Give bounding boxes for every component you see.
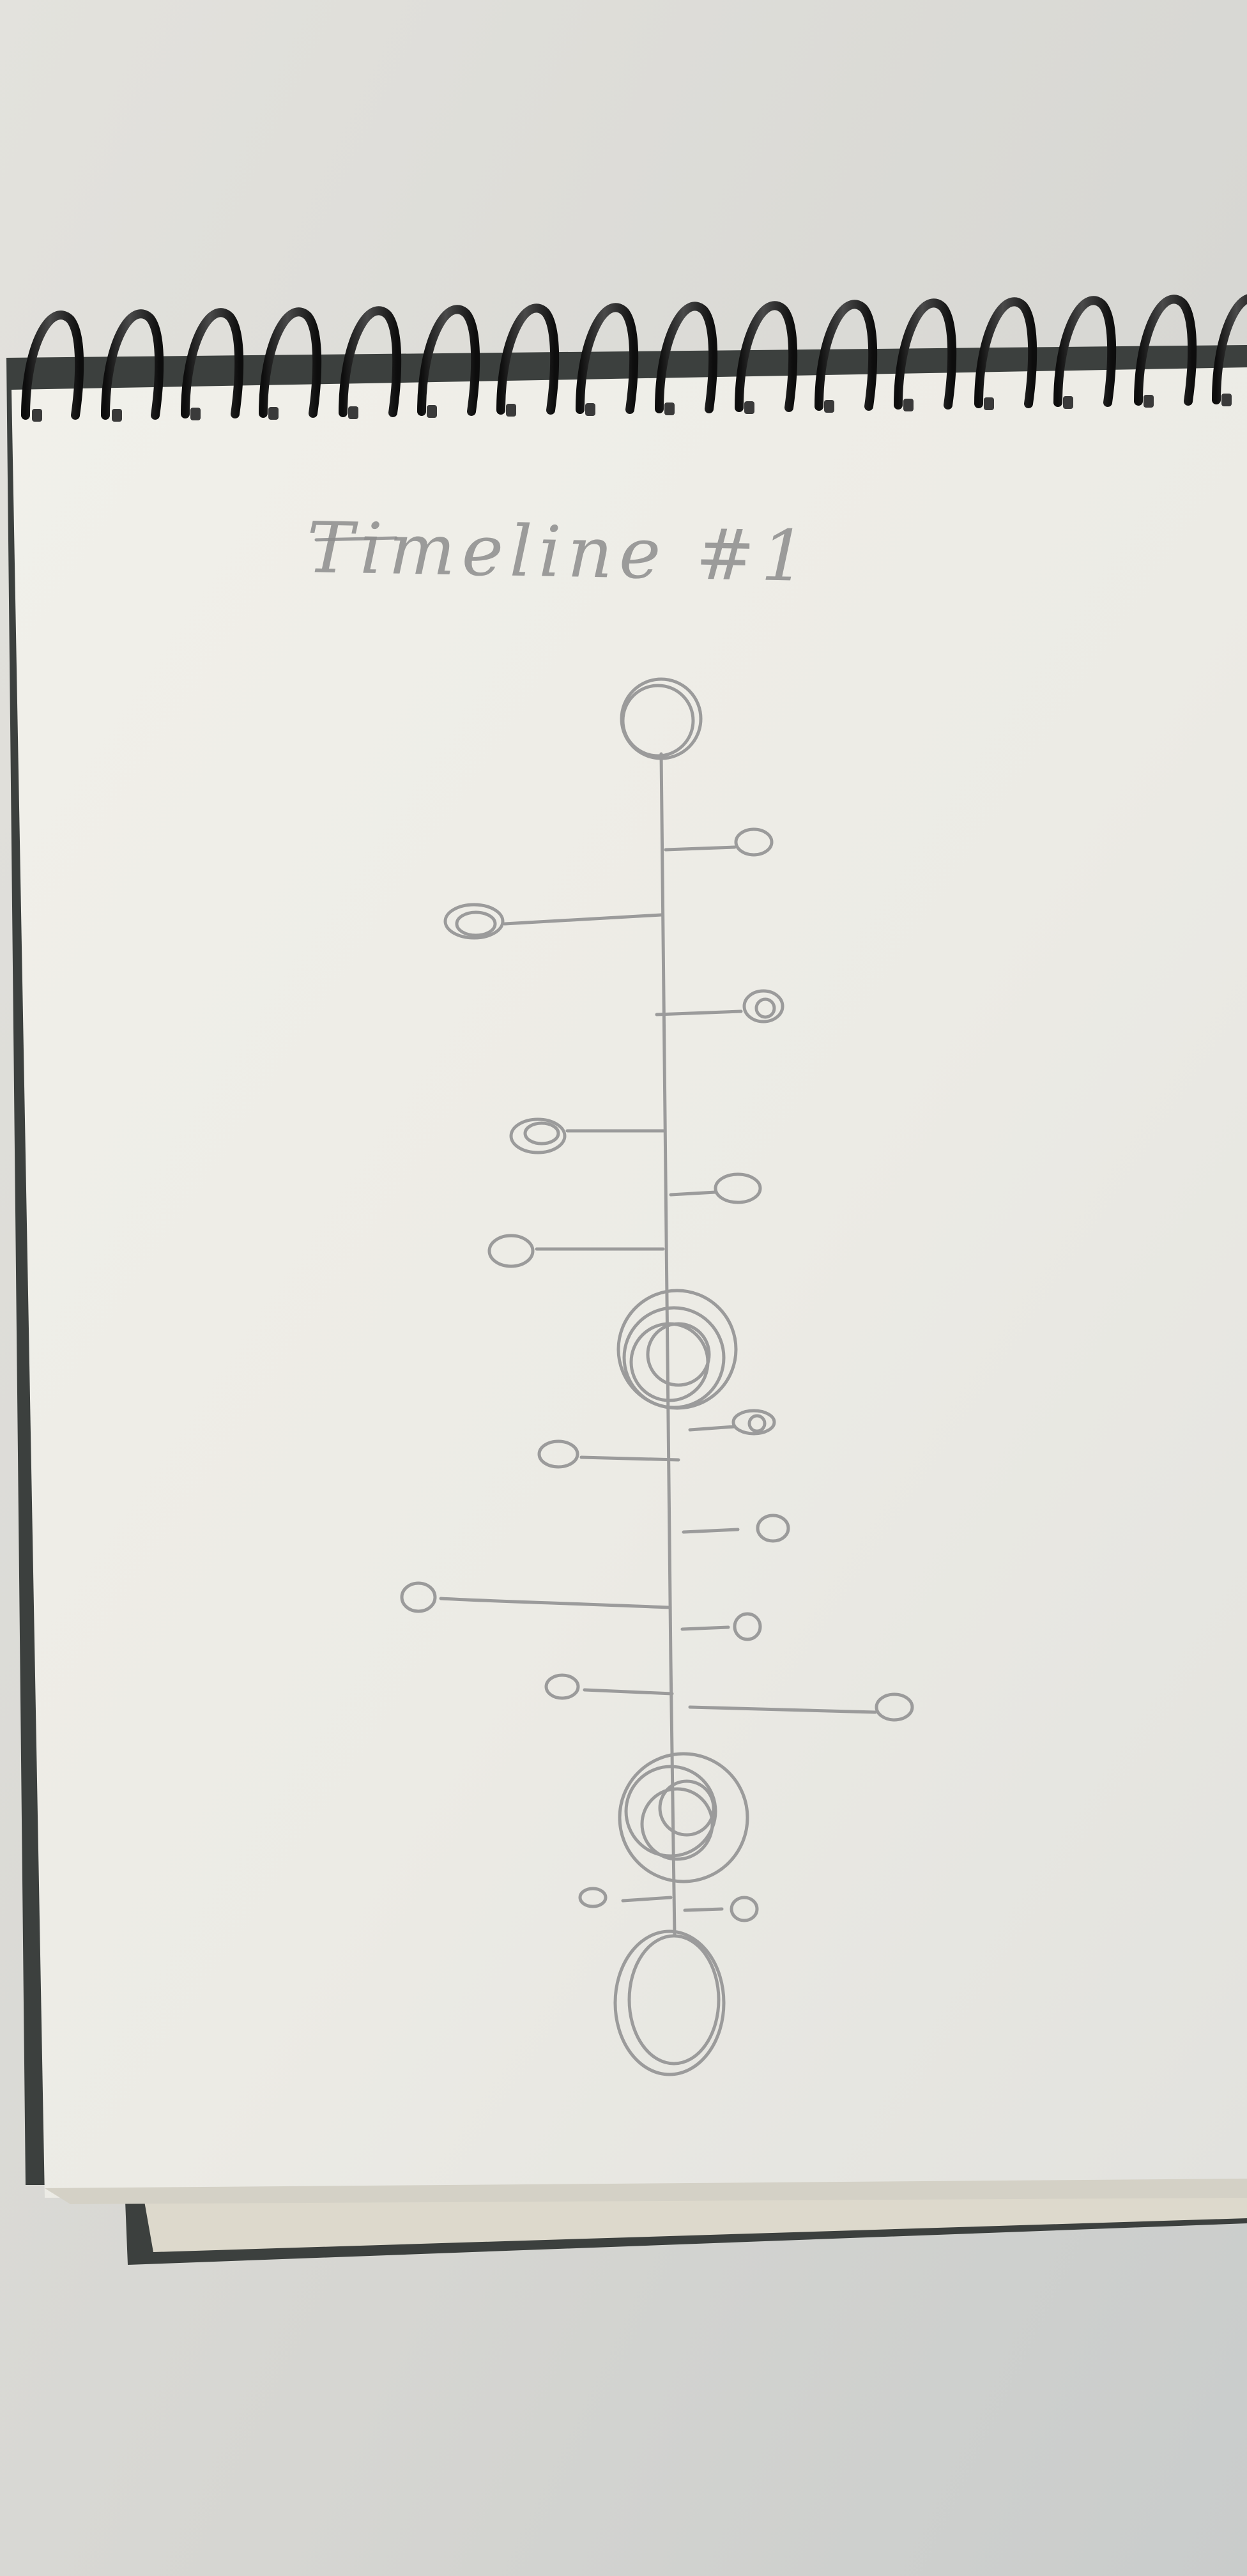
spiral-binding (21, 294, 1247, 420)
punch-holes (32, 394, 1232, 422)
event-branch-7 (688, 1409, 776, 1436)
event-branch-12 (544, 1673, 674, 1700)
event-branch-14 (578, 1887, 673, 1908)
event-branch-1 (664, 827, 774, 857)
event-branch-10 (400, 1581, 671, 1613)
event-branch-15 (683, 1896, 759, 1922)
event-branch-3 (655, 989, 784, 1023)
event-branch-9 (682, 1514, 790, 1543)
event-branch-4 (509, 1117, 666, 1154)
timeline-spine (659, 752, 677, 1938)
end-node (613, 1929, 726, 2076)
start-node (620, 677, 703, 760)
event-branch-13 (688, 1692, 914, 1722)
event-branch-8 (537, 1439, 680, 1469)
sketch-title: Timeline #1 (305, 507, 813, 597)
pencil-sketch (314, 536, 914, 2076)
title-stroke (314, 536, 398, 542)
milestone-node-2 (618, 1752, 749, 1883)
event-branch-5 (669, 1172, 762, 1204)
page-edge (45, 2179, 1247, 2204)
event-branch-6 (487, 1234, 665, 1268)
paper-page (11, 367, 1247, 2198)
event-branch-2 (443, 903, 663, 940)
milestone-node-1 (616, 1289, 738, 1410)
event-branch-11 (680, 1612, 762, 1641)
